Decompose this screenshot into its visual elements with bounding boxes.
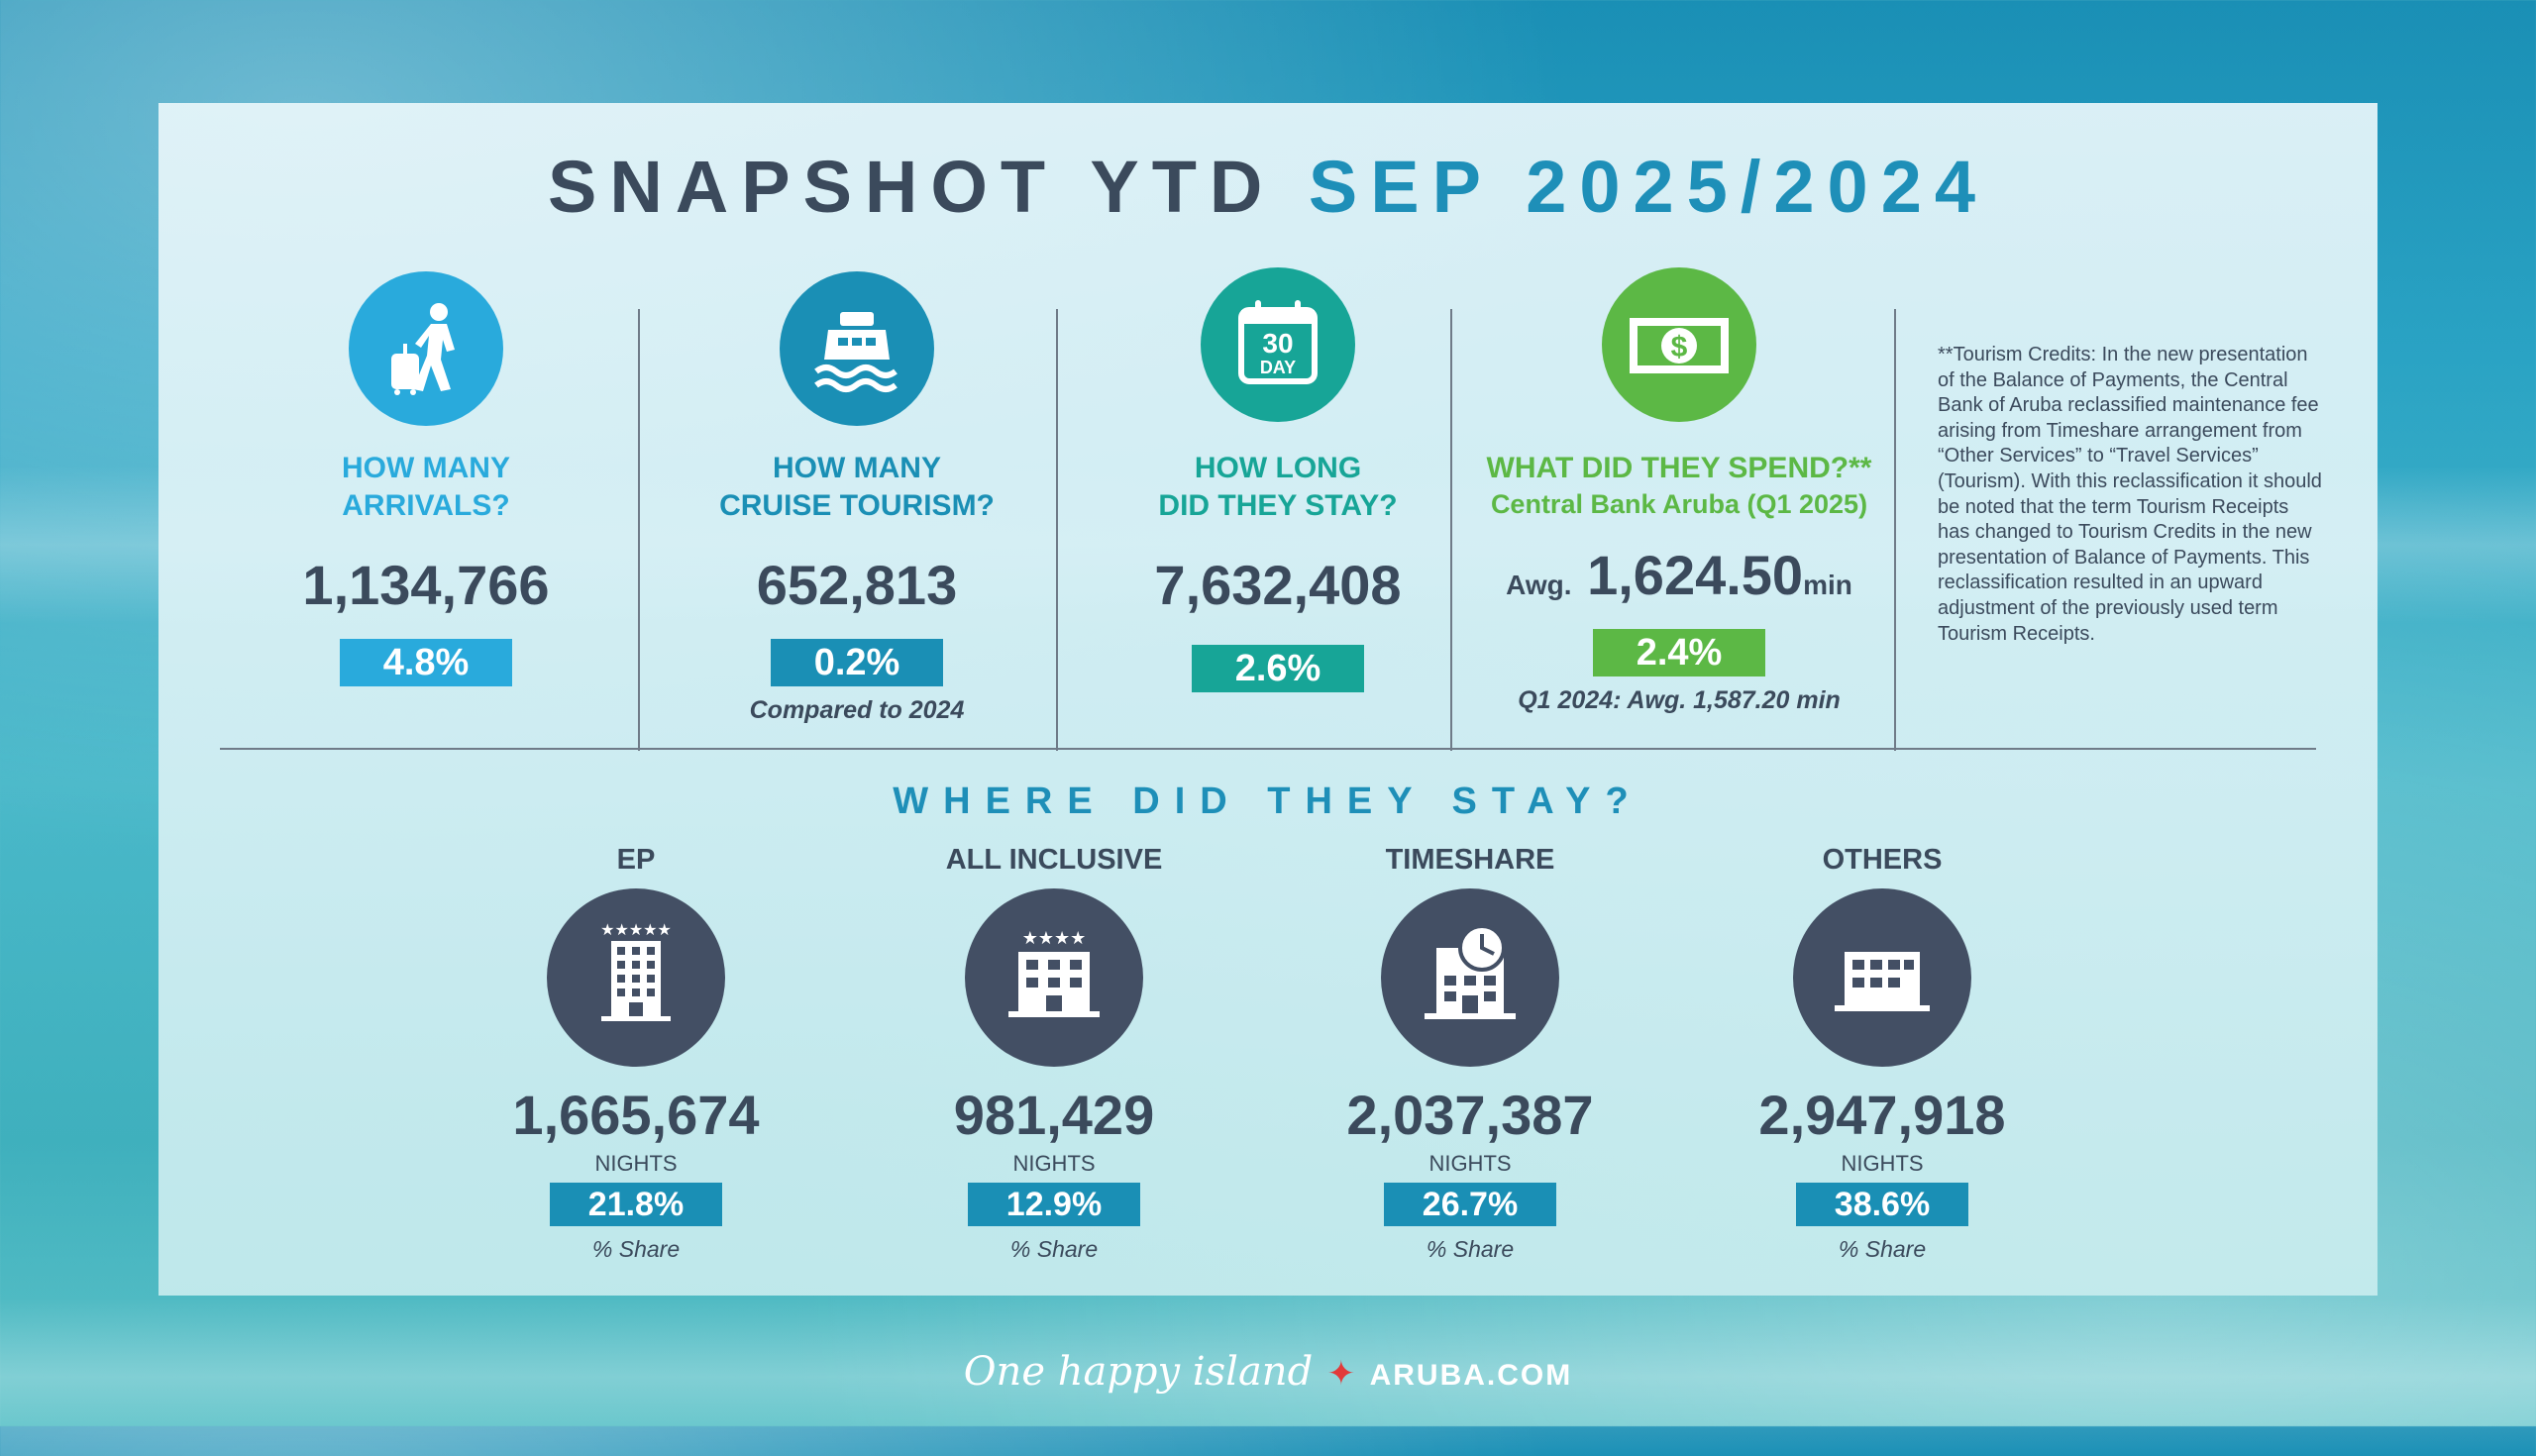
footer: One happy island ✦ ARUBA.COM — [0, 1349, 2536, 1395]
stay-type-label: ALL INCLUSIVE — [945, 844, 1163, 876]
arrivals-pct-badge: 4.8% — [340, 639, 512, 686]
calendar-number: 30 — [1262, 328, 1293, 359]
arrivals-value: 1,134,766 — [302, 554, 550, 616]
stay-type-share-label: % Share — [1838, 1236, 1927, 1262]
cruise-question: HOW MANY CRUISE TOURISM? — [654, 450, 1060, 525]
spend-pct-badge: 2.4% — [1593, 629, 1765, 676]
title-part2: SEP 2025/2024 — [1308, 146, 1989, 228]
stay-type-others: OTHERS 2,947,918 NIGHTS 38.6% % Share — [1704, 844, 2060, 1263]
cruise-ship-icon — [780, 271, 934, 426]
stat-spend: $ WHAT DID THEY SPEND?** Central Bank Ar… — [1456, 267, 1902, 715]
stay-type-value: 1,665,674 — [512, 1084, 760, 1146]
stay-pct-badge: 2.6% — [1192, 645, 1364, 692]
stay-type-share-label: % Share — [1426, 1236, 1515, 1262]
tourism-credits-note: **Tourism Credits: In the new presentati… — [1938, 344, 2322, 645]
stay-question-line2: DID THEY STAY? — [1158, 489, 1398, 522]
stay-type-label: OTHERS — [1822, 844, 1943, 876]
stay-type-pct-badge: 38.6% — [1796, 1183, 1968, 1226]
divider — [638, 309, 640, 751]
page-title: SNAPSHOT YTD SEP 2025/2024 — [158, 145, 2378, 229]
footer-slogan: One happy island — [963, 1349, 1314, 1395]
stay-type-unit: NIGHTS — [1012, 1151, 1096, 1176]
stay-type-pct-badge: 26.7% — [1384, 1183, 1556, 1226]
cruise-question-line1: HOW MANY — [773, 452, 941, 484]
spend-question-line1: WHAT DID THEY SPEND?** — [1486, 452, 1872, 484]
stay-type-unit: NIGHTS — [1428, 1151, 1512, 1176]
svg-text:$: $ — [1671, 331, 1688, 364]
stay-question-line1: HOW LONG — [1194, 452, 1362, 484]
arrivals-question-line2: ARRIVALS? — [342, 489, 510, 522]
stay-value: 7,632,408 — [1154, 554, 1402, 616]
spend-value-row: Awg. 1,624.50min — [1456, 543, 1902, 607]
hotel-4-star-icon: ★★★★ — [965, 888, 1143, 1067]
cruise-question-line2: CRUISE TOURISM? — [719, 489, 995, 522]
arrivals-question-line1: HOW MANY — [342, 452, 510, 484]
stay-type-label: TIMESHARE — [1385, 844, 1555, 876]
arrivals-question: HOW MANY ARRIVALS? — [267, 450, 584, 525]
where-heading: WHERE DID THEY STAY? — [893, 780, 1643, 822]
stay-type-label: EP — [616, 844, 656, 876]
footer-brand-link[interactable]: ARUBA.COM — [1369, 1359, 1573, 1392]
stat-stay: 30 DAY HOW LONG DID THEY STAY? 7,632,408… — [1080, 267, 1476, 692]
building-icon — [1793, 888, 1971, 1067]
stay-type-share-label: % Share — [591, 1236, 681, 1262]
calendar-icon: 30 DAY — [1201, 267, 1355, 422]
stay-type-unit: NIGHTS — [594, 1151, 678, 1176]
spend-question: WHAT DID THEY SPEND?** Central Bank Arub… — [1456, 450, 1902, 521]
snapshot-card: SNAPSHOT YTD SEP 2025/2024 HOW MANY ARRI… — [158, 103, 2378, 1296]
stay-type-share-label: % Share — [1009, 1236, 1099, 1262]
spend-question-line2: Central Bank Aruba (Q1 2025) — [1490, 489, 1868, 519]
spend-prefix: Awg. — [1506, 570, 1572, 600]
star-icon: ✦ — [1326, 1355, 1356, 1393]
stay-type-ep: EP ★★★★★ 1,665,674 NIGHTS 21.8% % Share — [458, 844, 814, 1263]
horizontal-divider — [220, 748, 2316, 750]
stay-type-value: 2,947,918 — [1758, 1084, 2006, 1146]
spend-suffix: min — [1803, 570, 1852, 600]
stay-type-pct-badge: 21.8% — [550, 1183, 722, 1226]
stat-arrivals: HOW MANY ARRIVALS? 1,134,766 4.8% — [267, 271, 584, 686]
divider — [1894, 309, 1896, 751]
cruise-note: Compared to 2024 — [749, 696, 965, 724]
spend-note: Q1 2024: Awg. 1,587.20 min — [1518, 686, 1841, 714]
svg-text:★★★★: ★★★★ — [1022, 928, 1087, 949]
stay-type-value: 981,429 — [953, 1084, 1155, 1146]
stay-question: HOW LONG DID THEY STAY? — [1080, 450, 1476, 525]
traveler-icon — [349, 271, 503, 426]
calendar-label: DAY — [1260, 358, 1296, 377]
hotel-5-star-icon: ★★★★★ — [547, 888, 725, 1067]
stay-type-timeshare: TIMESHARE 2,037,387 NIGHTS 26.7% % Share — [1292, 844, 1648, 1263]
stat-cruise: HOW MANY CRUISE TOURISM? 652,813 0.2% Co… — [654, 271, 1060, 725]
spend-value: 1,624.50 — [1587, 544, 1804, 606]
title-part1: SNAPSHOT YTD — [547, 146, 1276, 228]
money-bill-icon: $ — [1602, 267, 1756, 422]
stay-type-value: 2,037,387 — [1346, 1084, 1594, 1146]
hotel-clock-icon — [1381, 888, 1559, 1067]
stay-type-pct-badge: 12.9% — [968, 1183, 1140, 1226]
stay-type-all-inclusive: ALL INCLUSIVE ★★★★ 981,429 NIGHTS 12.9% … — [876, 844, 1232, 1263]
stay-type-unit: NIGHTS — [1841, 1151, 1924, 1176]
cruise-value: 652,813 — [756, 554, 958, 616]
svg-text:★★★★★: ★★★★★ — [600, 920, 672, 939]
divider — [1056, 309, 1058, 751]
cruise-pct-badge: 0.2% — [771, 639, 943, 686]
divider — [1450, 309, 1452, 751]
